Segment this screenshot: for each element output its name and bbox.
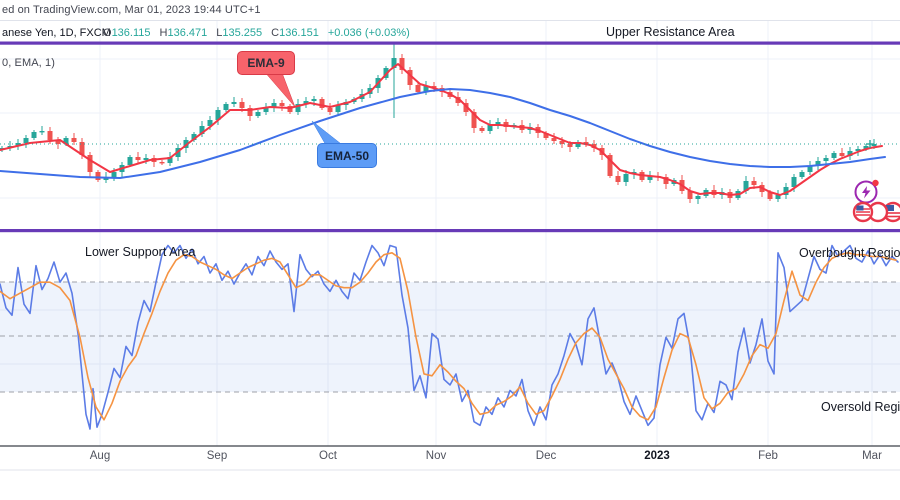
axis-label-oct: Oct — [319, 450, 337, 462]
alert-dot-icon — [872, 179, 879, 187]
upper-resistance-line — [0, 41, 900, 45]
ema9-callout[interactable]: EMA-9 — [237, 51, 295, 75]
axis-label-2023: 2023 — [644, 450, 670, 462]
upper-resistance-label[interactable]: Upper Resistance Area — [606, 25, 735, 39]
ema50-callout[interactable]: EMA-50 — [317, 143, 377, 168]
ohlc-values: O136.115 H136.471 L135.255 C136.151 +0.036 (… — [103, 27, 410, 39]
ohlc-c: C136.151 — [271, 27, 319, 39]
ohlc-change: +0.036 (+0.03%) — [327, 27, 410, 39]
indicator-legend[interactable]: 0, EMA, 1) — [2, 57, 55, 69]
ohlc-h: H136.471 — [159, 27, 208, 39]
axis-label-sep: Sep — [206, 450, 228, 462]
axis-label-aug: Aug — [89, 450, 111, 462]
ema9-callout-tail — [262, 69, 296, 108]
lower-support-line — [0, 229, 900, 233]
axis-label-mar: Mar — [862, 450, 882, 462]
published-on-line: ed on TradingView.com, Mar 01, 2023 19:4… — [2, 4, 261, 16]
currency-flags-icon[interactable] — [850, 200, 900, 224]
ohlc-l: L135.255 — [216, 27, 263, 39]
flag-circle-us — [852, 201, 874, 223]
ohlc-o: O136.115 — [103, 27, 151, 39]
overbought-region-label[interactable]: Overbought Region — [799, 246, 900, 260]
candlestick-series — [0, 44, 877, 204]
axis-label-nov: Nov — [425, 450, 447, 462]
oversold-region-label[interactable]: Oversold Region — [821, 400, 900, 414]
lower-support-label[interactable]: Lower Support Area — [85, 245, 196, 259]
axis-label-feb: Feb — [758, 450, 778, 462]
symbol-title[interactable]: anese Yen, 1D, FXCM — [2, 27, 111, 39]
axis-label-dec: Dec — [535, 450, 557, 462]
